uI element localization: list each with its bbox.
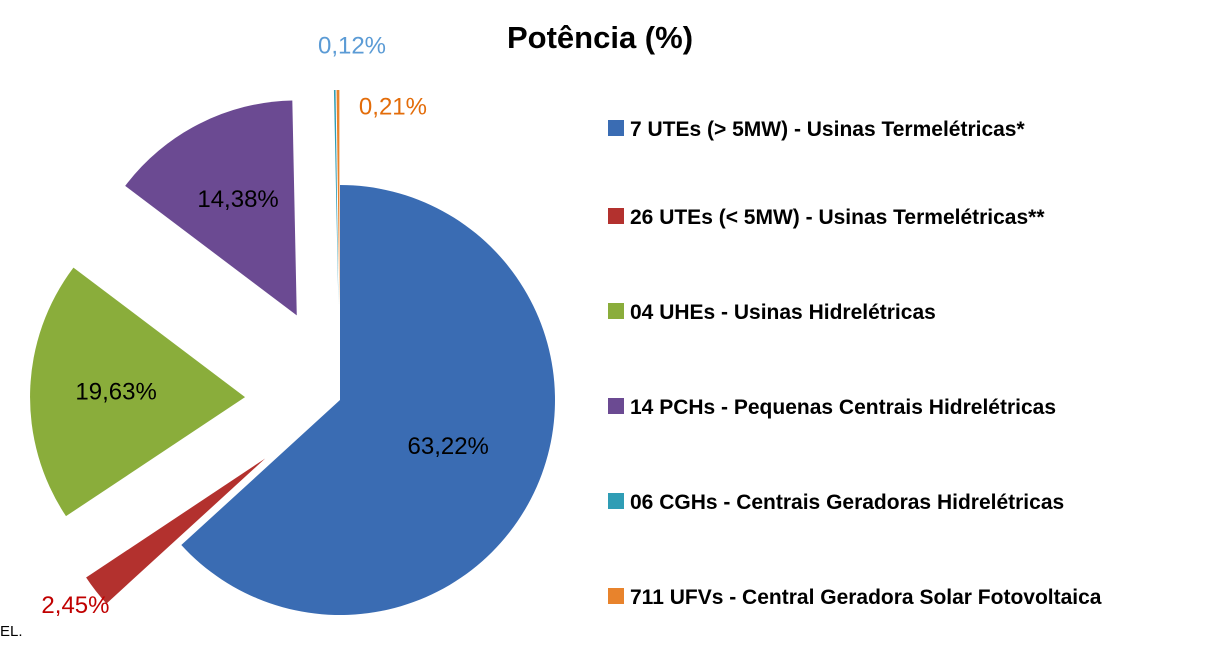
data-label: 0,21% — [359, 93, 427, 120]
pie-slice — [336, 90, 340, 306]
data-label: 0,12% — [318, 32, 386, 59]
legend-swatch — [608, 398, 624, 414]
chart-title: Potência (%) — [507, 20, 693, 55]
legend-entry: 04 UHEs - Usinas Hidrelétricas — [608, 298, 1198, 328]
legend-entry: 14 PCHs - Pequenas Centrais Hidrelétrica… — [608, 393, 1198, 423]
legend-label: 14 PCHs - Pequenas Centrais Hidrelétrica… — [630, 396, 1057, 419]
legend-label: 06 CGHs - Centrais Geradoras Hidrelétric… — [630, 491, 1065, 514]
legend-swatch — [608, 303, 624, 319]
pie-slice — [86, 458, 266, 604]
pie-slice — [30, 267, 246, 517]
legend-label: 711 UFVs - Central Geradora Solar Fotovo… — [630, 586, 1102, 609]
legend-swatch — [608, 208, 624, 224]
pie-slice — [125, 100, 297, 316]
pie-slice — [181, 185, 556, 615]
legend-entry: 711 UFVs - Central Geradora Solar Fotovo… — [608, 583, 1198, 613]
legend-label: 04 UHEs - Usinas Hidrelétricas — [630, 301, 936, 324]
legend-swatch — [608, 120, 624, 136]
data-label: 2,45% — [41, 592, 109, 619]
legend-swatch — [608, 588, 624, 604]
data-label: 14,38% — [197, 186, 278, 213]
legend-entry: 7 UTEs (> 5MW) - Usinas Termelétricas* — [608, 115, 1198, 145]
pie-slice — [333, 90, 339, 306]
legend-entry: 26 UTEs (< 5MW) - Usinas Termelétricas** — [608, 203, 1198, 233]
footnote: EL. — [0, 623, 23, 640]
legend-label: 7 UTEs (> 5MW) - Usinas Termelétricas* — [630, 118, 1025, 141]
legend-swatch — [608, 493, 624, 509]
data-label: 19,63% — [75, 379, 156, 406]
legend-label: 26 UTEs (< 5MW) - Usinas Termelétricas** — [630, 206, 1045, 229]
data-label: 63,22% — [408, 433, 489, 460]
legend-entry: 06 CGHs - Centrais Geradoras Hidrelétric… — [608, 488, 1198, 518]
